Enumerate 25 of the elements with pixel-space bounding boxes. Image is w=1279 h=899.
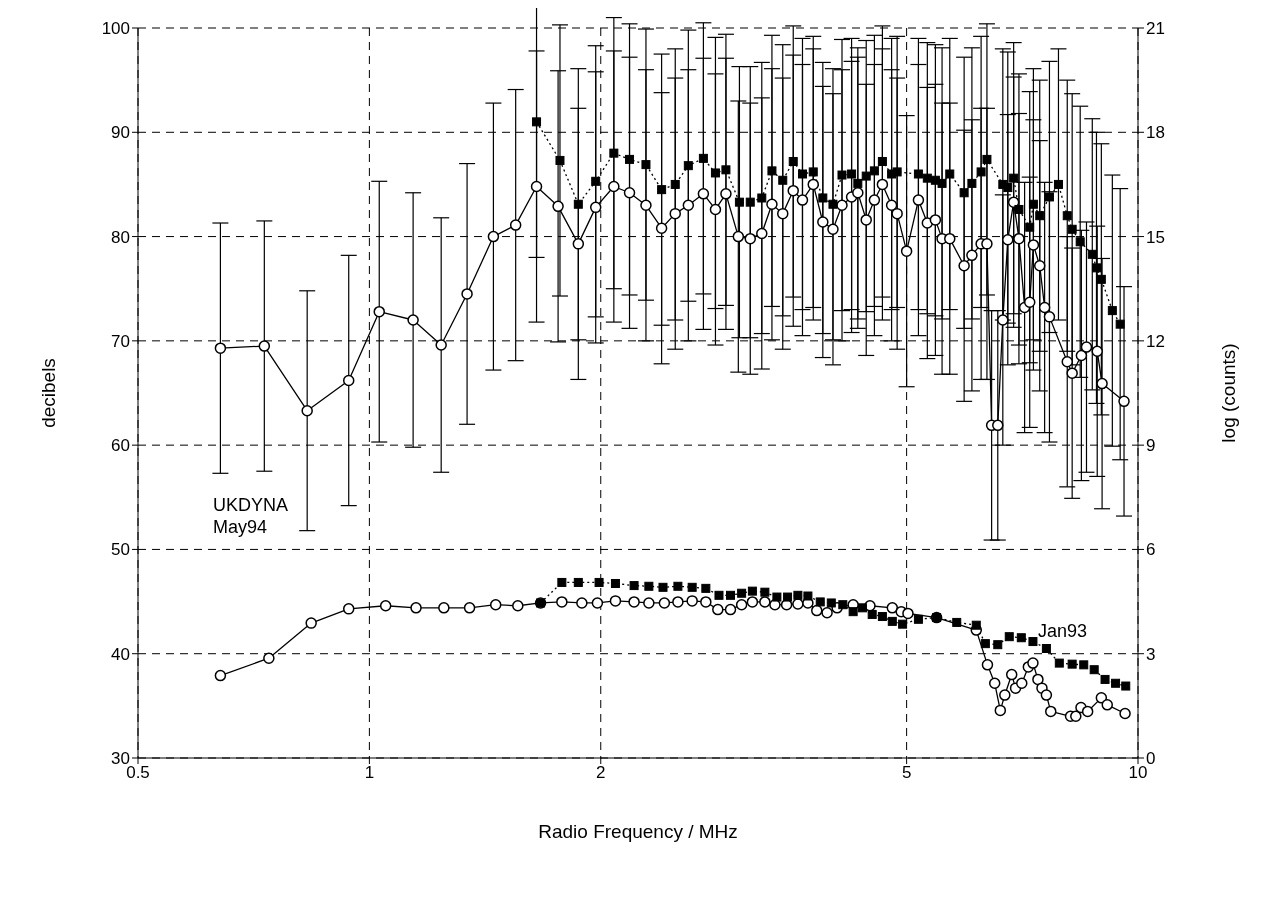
- annotation: UKDYNA May94: [213, 494, 289, 538]
- y-tick-label: 80: [111, 227, 130, 247]
- y-tick-label: 40: [111, 644, 130, 664]
- y2-tick-label: 15: [1146, 227, 1165, 247]
- x-tick-label: 2: [596, 763, 606, 783]
- y2-tick-label: 21: [1146, 19, 1165, 39]
- y2-axis-title: log (counts): [1217, 343, 1239, 443]
- annotation: Jan93: [1038, 620, 1088, 642]
- y2-tick-label: 18: [1146, 123, 1165, 143]
- y-tick-label: 100: [101, 19, 130, 39]
- y2-tick-label: 9: [1146, 436, 1156, 456]
- x-tick-label: 5: [901, 763, 912, 783]
- y-tick-label: 70: [111, 331, 130, 351]
- y-axis-title: decibels: [37, 358, 59, 428]
- x-axis-title: Radio Frequency / MHz: [538, 821, 738, 842]
- y2-tick-label: 3: [1146, 644, 1156, 664]
- x-tick-label: 10: [1128, 763, 1148, 783]
- x-tick-label: 1: [364, 763, 375, 783]
- y2-tick-label: 6: [1146, 540, 1156, 560]
- y-tick-label: 90: [111, 123, 130, 143]
- y-tick-label: 60: [111, 436, 130, 456]
- y2-tick-label: 0: [1146, 749, 1156, 769]
- y2-tick-label: 12: [1146, 331, 1165, 351]
- x-tick-label: 0.5: [126, 763, 150, 783]
- y-tick-label: 50: [111, 540, 130, 560]
